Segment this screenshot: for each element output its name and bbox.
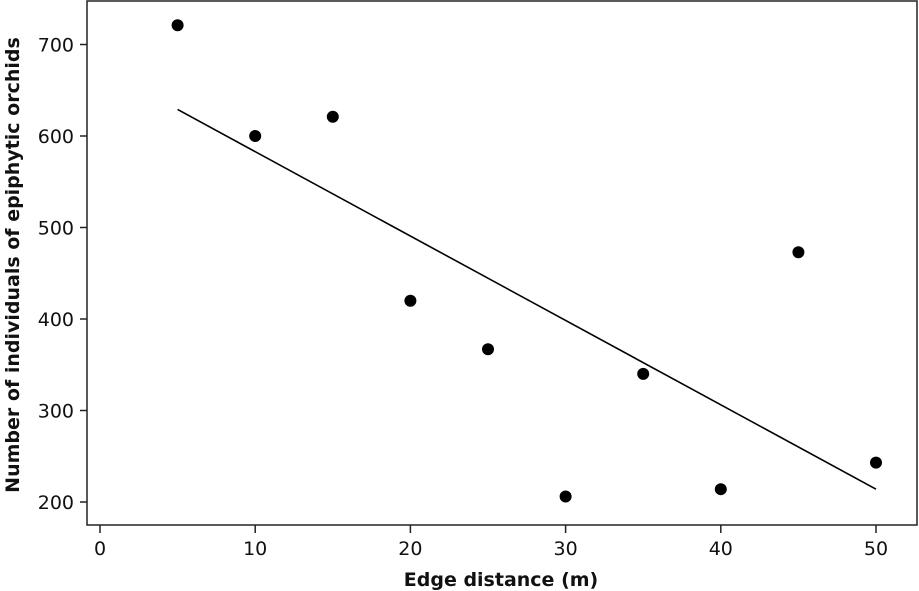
- y-tick-label: 300: [38, 401, 74, 423]
- y-tick-label: 400: [38, 309, 74, 331]
- y-axis-title: Number of individuals of epiphytic orchi…: [2, 37, 24, 493]
- y-axis: 200 300 400 500 600 700: [38, 35, 87, 514]
- y-tick-label: 200: [38, 492, 74, 514]
- data-point: [792, 246, 805, 259]
- data-point: [249, 130, 262, 142]
- data-point: [482, 343, 494, 356]
- x-tick-label: 50: [864, 538, 888, 560]
- y-tick-label: 500: [38, 218, 74, 240]
- regression-line: [177, 108, 877, 490]
- data-point: [326, 110, 339, 123]
- data-points: [171, 19, 882, 503]
- fit-line: [177, 108, 877, 490]
- data-point: [559, 490, 572, 503]
- plot-frame: [86, 0, 918, 526]
- data-point: [637, 367, 650, 380]
- data-point: [870, 456, 882, 469]
- y-tick-label: 700: [38, 35, 74, 57]
- x-tick-label: 0: [94, 538, 106, 560]
- data-point: [171, 19, 184, 32]
- x-tick-label: 30: [554, 538, 578, 560]
- x-axis-title: Edge distance (m): [404, 569, 598, 591]
- data-point: [714, 483, 727, 496]
- x-axis: 0 10 20 30 40 50: [94, 525, 888, 560]
- y-tick-label: 600: [38, 126, 74, 148]
- x-tick-label: 20: [398, 538, 422, 560]
- x-tick-label: 10: [243, 538, 267, 560]
- data-point: [404, 294, 417, 307]
- plot-border: [86, 0, 918, 526]
- x-tick-label: 40: [709, 538, 733, 560]
